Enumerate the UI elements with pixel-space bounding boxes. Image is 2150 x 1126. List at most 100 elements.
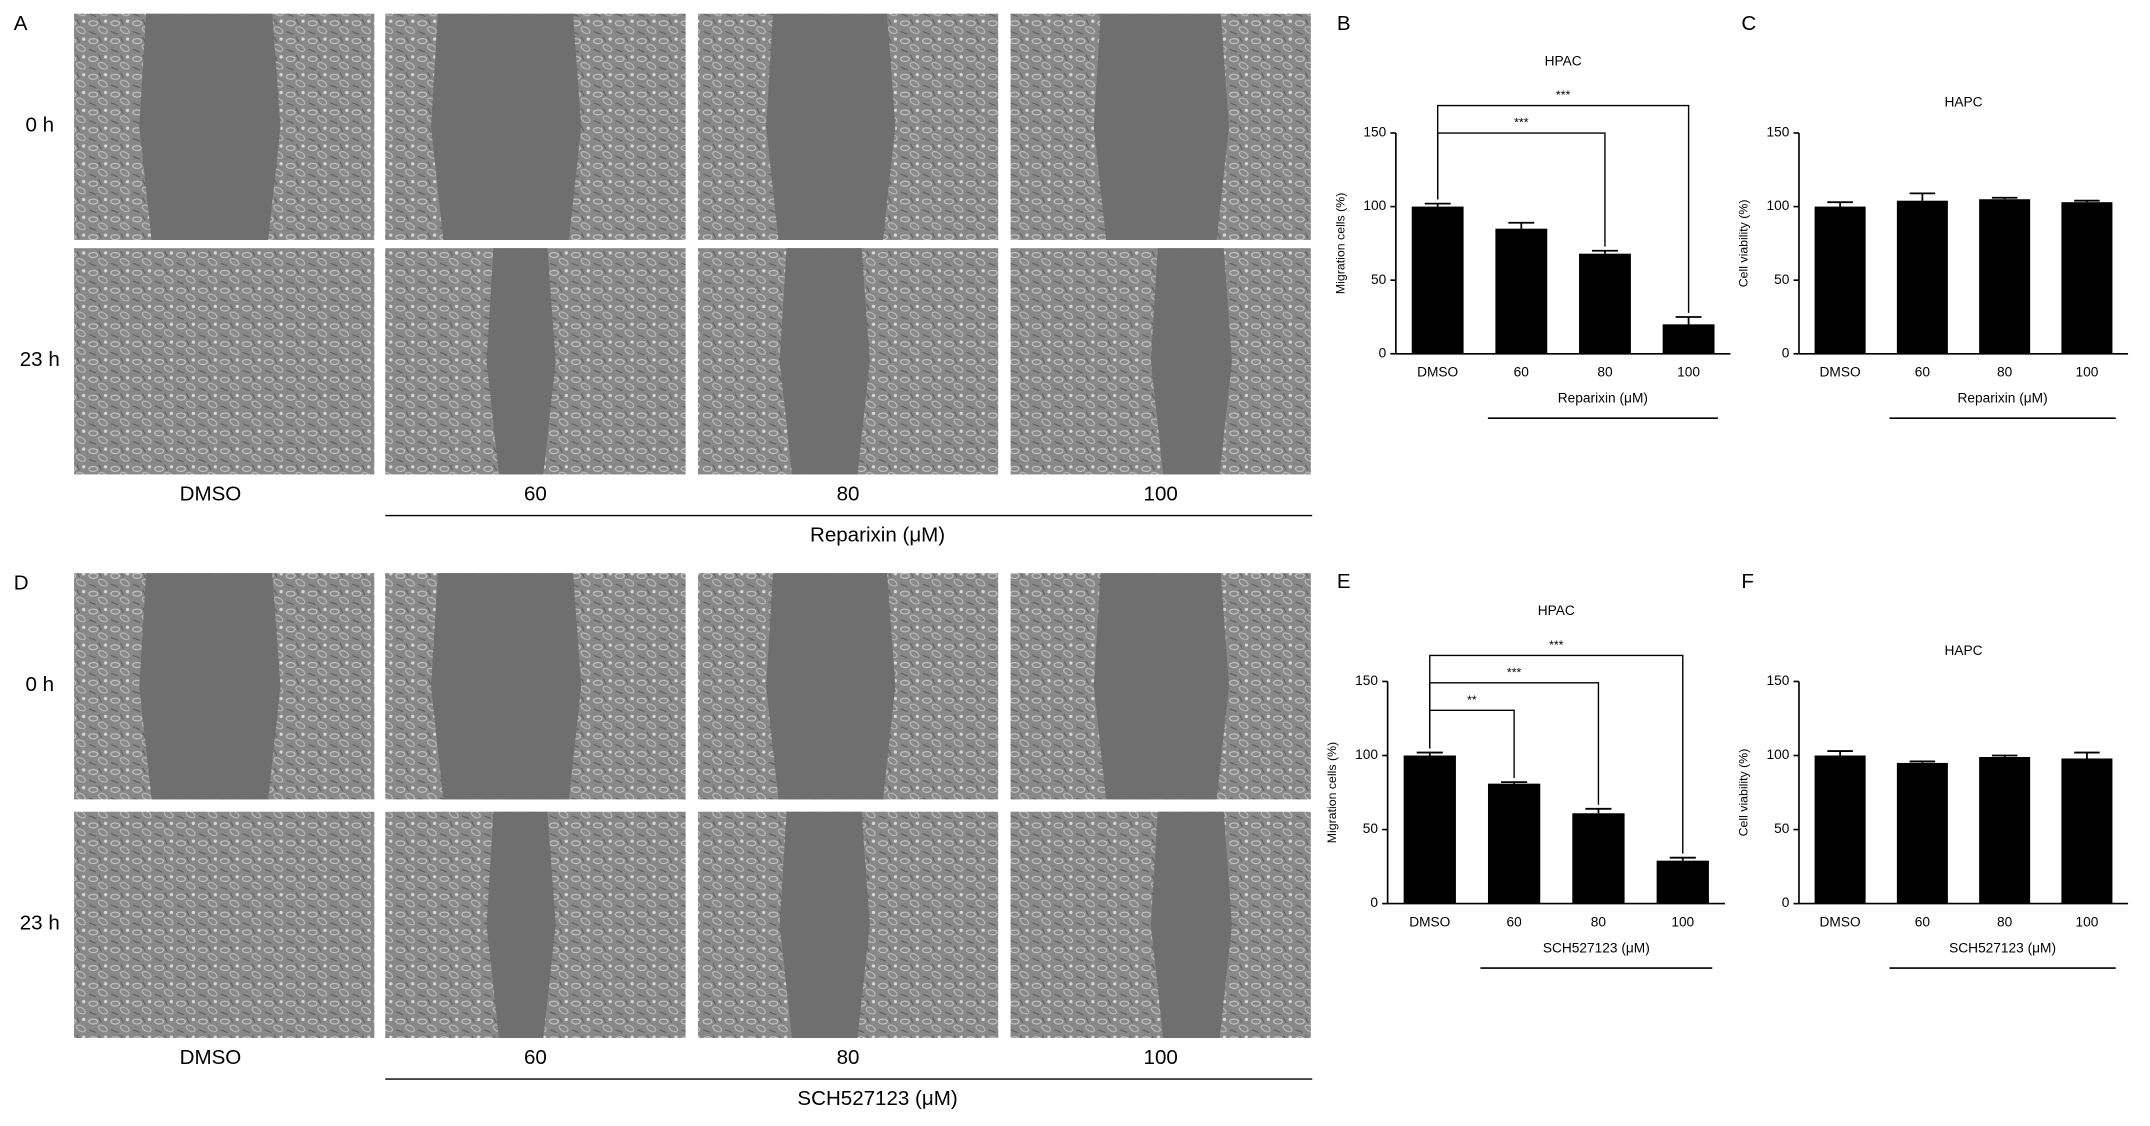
bar bbox=[1579, 253, 1631, 354]
bar bbox=[1411, 206, 1464, 354]
bar bbox=[1814, 206, 1866, 354]
error-bar bbox=[1416, 751, 1443, 756]
error-bar bbox=[2074, 199, 2100, 203]
panel-letter: A bbox=[14, 12, 28, 35]
error-bar bbox=[1909, 192, 1936, 201]
bar bbox=[1896, 762, 1948, 904]
column-label: 80 bbox=[837, 482, 860, 505]
x-tick-label: 80 bbox=[1597, 365, 1613, 380]
column-label: 60 bbox=[524, 1046, 547, 1069]
row-label: 0 h bbox=[25, 114, 54, 137]
significance-label: ** bbox=[1467, 693, 1477, 707]
significance-bracket bbox=[1436, 104, 1690, 313]
group-label: SCH527123 (μM) bbox=[797, 1087, 957, 1110]
bar bbox=[1572, 813, 1625, 904]
group-label: SCH527123 (μM) bbox=[1543, 940, 1650, 955]
bar bbox=[1979, 756, 2031, 904]
error-bar bbox=[1909, 760, 1936, 763]
error-bar bbox=[2074, 751, 2100, 759]
wound-gap bbox=[139, 573, 281, 800]
wound-gap bbox=[486, 811, 556, 1038]
error-bar bbox=[1991, 196, 2018, 200]
error-bar bbox=[1669, 856, 1696, 861]
x-tick-label: 100 bbox=[1671, 914, 1694, 929]
chart-title: HAPC bbox=[1944, 643, 1982, 658]
y-tick-label: 150 bbox=[1767, 673, 1790, 688]
y-tick-label: 50 bbox=[1363, 821, 1379, 836]
bar bbox=[1896, 200, 1948, 354]
x-tick-label: 60 bbox=[1915, 914, 1931, 929]
group-label: Reparixin (μM) bbox=[1558, 391, 1648, 406]
wound-gap bbox=[486, 248, 556, 475]
y-tick-label: 100 bbox=[1355, 747, 1378, 762]
x-tick-label: 60 bbox=[1514, 365, 1530, 380]
significance-label: *** bbox=[1556, 88, 1571, 102]
column-label: 60 bbox=[524, 482, 547, 505]
group-label: Reparixin (μM) bbox=[810, 524, 945, 547]
error-bar bbox=[1591, 249, 1618, 254]
y-tick-label: 150 bbox=[1767, 125, 1790, 140]
column-label: 80 bbox=[837, 1046, 860, 1069]
wound-gap bbox=[430, 573, 582, 800]
x-tick-label: 100 bbox=[2075, 914, 2098, 929]
bar bbox=[2061, 758, 2113, 904]
chart-title: HAPC bbox=[1944, 94, 1982, 109]
y-tick-label: 50 bbox=[1371, 272, 1387, 287]
error-bar bbox=[1675, 316, 1702, 325]
panel-letter: D bbox=[14, 572, 29, 595]
row-label: 0 h bbox=[25, 673, 54, 696]
x-tick-label: DMSO bbox=[1820, 914, 1861, 929]
error-bar bbox=[1585, 807, 1612, 814]
bar bbox=[1487, 783, 1541, 904]
x-tick-label: DMSO bbox=[1820, 365, 1861, 380]
row-label: 23 h bbox=[20, 348, 60, 371]
wound-gap bbox=[1150, 811, 1232, 1038]
micrograph bbox=[74, 248, 375, 475]
error-bar bbox=[1424, 202, 1451, 207]
bar bbox=[1814, 755, 1866, 904]
bar bbox=[1495, 228, 1548, 354]
micrograph bbox=[74, 811, 375, 1038]
x-tick-label: 80 bbox=[1997, 365, 2013, 380]
wound-gap bbox=[1093, 573, 1229, 800]
wound-gap bbox=[1093, 13, 1229, 240]
column-label: DMSO bbox=[180, 482, 242, 505]
wound-gap bbox=[139, 13, 281, 240]
y-tick-label: 0 bbox=[1782, 345, 1790, 360]
column-label: 100 bbox=[1144, 1046, 1178, 1069]
significance-label: *** bbox=[1549, 638, 1564, 652]
bar bbox=[2061, 202, 2113, 354]
x-tick-label: 80 bbox=[1997, 914, 2013, 929]
x-tick-label: 100 bbox=[1677, 365, 1700, 380]
y-tick-label: 50 bbox=[1774, 272, 1790, 287]
bar bbox=[1656, 860, 1709, 904]
x-tick-label: 60 bbox=[1506, 914, 1522, 929]
bar bbox=[1979, 199, 2031, 354]
chart-title: HPAC bbox=[1538, 603, 1575, 618]
y-tick-label: 0 bbox=[1379, 345, 1387, 360]
wound-gap bbox=[430, 13, 582, 240]
y-tick-label: 50 bbox=[1774, 821, 1790, 836]
error-bar bbox=[1827, 750, 1853, 756]
wound-gap bbox=[766, 573, 896, 800]
significance-label: *** bbox=[1507, 666, 1522, 680]
x-tick-label: DMSO bbox=[1417, 365, 1458, 380]
column-label: DMSO bbox=[180, 1046, 242, 1069]
significance-bracket bbox=[1429, 654, 1684, 854]
panel-letter: F bbox=[1741, 570, 1754, 593]
group-label: SCH527123 (μM) bbox=[1949, 940, 2056, 955]
wound-gap bbox=[766, 13, 896, 240]
y-axis-label: Migration cells (%) bbox=[1333, 193, 1347, 294]
wound-gap bbox=[779, 811, 870, 1038]
x-tick-label: 80 bbox=[1591, 914, 1607, 929]
y-tick-label: 100 bbox=[1767, 198, 1790, 213]
group-label: Reparixin (μM) bbox=[1958, 391, 2048, 406]
row-label: 23 h bbox=[20, 912, 60, 935]
error-bar bbox=[1827, 201, 1853, 207]
x-tick-label: DMSO bbox=[1409, 914, 1450, 929]
column-label: 100 bbox=[1144, 482, 1178, 505]
panel-letter: B bbox=[1337, 12, 1351, 35]
chart-title: HPAC bbox=[1545, 53, 1582, 68]
